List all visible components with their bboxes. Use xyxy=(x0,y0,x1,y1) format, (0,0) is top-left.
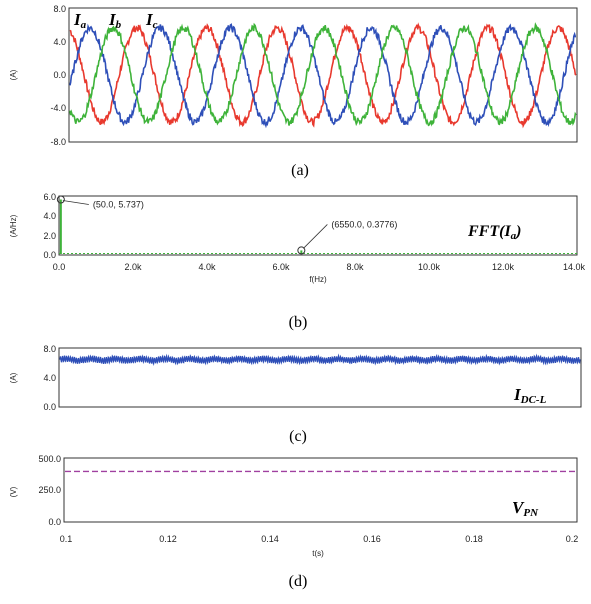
panel-a: (A) 8.0 4.0 0.0 -4.0 -8.0 Ia Ib Ic xyxy=(9,4,578,147)
series-label-ia: Ia xyxy=(73,10,87,31)
panel-b-ylabel: (A/Hz) xyxy=(9,214,18,237)
panel-b-xtick-4: 8.0k xyxy=(346,262,364,272)
panel-c-ytick-1: 4.0 xyxy=(43,373,56,383)
panel-b-xtick-6: 12.0k xyxy=(492,262,515,272)
series-line-ib xyxy=(69,23,577,129)
panel-b-xtick-0: 0.0 xyxy=(53,262,66,272)
series-line-ic xyxy=(69,22,577,127)
panel-c-ylabel: (A) xyxy=(9,372,18,383)
panel-a-ytick-3: -4.0 xyxy=(50,103,66,113)
panel-d-ylabel: (V) xyxy=(9,486,18,497)
caption-a: (a) xyxy=(291,162,309,179)
panel-b-ytick-1: 4.0 xyxy=(43,211,56,221)
panel-a-series xyxy=(69,22,577,129)
panel-c-frame xyxy=(58,347,582,408)
panel-d-xtick-5: 0.2 xyxy=(566,534,579,544)
panel-c-ytick-0: 8.0 xyxy=(43,344,56,354)
panel-b: (A/Hz) 6.0 4.0 2.0 0.0 0.0 2.0k 4.0k 6.0… xyxy=(9,192,586,284)
panel-d-xlabel: t(s) xyxy=(312,549,324,558)
fft-leader-0 xyxy=(62,200,89,205)
panel-c-series xyxy=(59,353,581,366)
panel-b-series: (50.0, 5.737) (6550.0, 0.3776) xyxy=(56,195,577,255)
panel-c-ytick-2: 0.0 xyxy=(43,402,56,412)
series-label-ic: Ic xyxy=(145,10,158,31)
panel-a-ytick-1: 4.0 xyxy=(53,37,66,47)
caption-d: (d) xyxy=(289,573,308,590)
panel-a-ylabel: (A) xyxy=(9,69,18,80)
panel-b-xtick-3: 6.0k xyxy=(272,262,290,272)
panel-d-xtick-0: 0.1 xyxy=(60,534,73,544)
panel-d-xtick-4: 0.18 xyxy=(465,534,483,544)
series-line-ia xyxy=(69,22,577,129)
panel-b-xtick-1: 2.0k xyxy=(124,262,142,272)
panel-a-ytick-0: 8.0 xyxy=(53,4,66,14)
panel-b-ytick-2: 2.0 xyxy=(43,231,56,241)
panel-d-ytick-1: 250.0 xyxy=(38,485,61,495)
fft-annotation-1: (6550.0, 0.3776) xyxy=(331,219,397,229)
panel-b-xtick-5: 10.0k xyxy=(418,262,441,272)
panel-d-frame xyxy=(63,457,578,523)
panel-d-xtick-2: 0.14 xyxy=(261,534,279,544)
panel-b-ytick-3: 0.0 xyxy=(43,250,56,260)
caption-b: (b) xyxy=(289,314,308,331)
series-label-ib: Ib xyxy=(108,10,122,31)
panel-b-xlabel: f(Hz) xyxy=(309,275,327,284)
fft-title: FFT(Ia) xyxy=(467,223,522,242)
vpn-label: VPN xyxy=(512,498,539,519)
idcl-label: IDC-L xyxy=(513,385,547,406)
panel-b-frame xyxy=(58,195,578,256)
panel-b-xtick-7: 14.0k xyxy=(563,262,586,272)
fft-leader-1 xyxy=(303,224,328,249)
caption-c: (c) xyxy=(289,428,307,445)
panel-d: (V) 500.0 250.0 0.0 0.1 0.12 0.14 0.16 0… xyxy=(9,454,578,558)
fft-marker-0 xyxy=(56,195,65,204)
fft-marker-1 xyxy=(297,246,306,255)
panel-a-ytick-2: 0.0 xyxy=(53,70,66,80)
panel-a-ytick-4: -8.0 xyxy=(50,137,66,147)
panel-d-ytick-0: 500.0 xyxy=(38,454,61,464)
panel-d-xtick-3: 0.16 xyxy=(363,534,381,544)
idcl-line xyxy=(59,353,581,366)
panel-d-xtick-1: 0.12 xyxy=(159,534,177,544)
panel-b-ytick-0: 6.0 xyxy=(43,192,56,202)
panel-b-xtick-2: 4.0k xyxy=(198,262,216,272)
panel-c: (A) 8.0 4.0 0.0 IDC-L xyxy=(9,344,582,412)
fft-annotation-0: (50.0, 5.737) xyxy=(93,199,144,209)
panel-d-ytick-2: 0.0 xyxy=(48,517,61,527)
